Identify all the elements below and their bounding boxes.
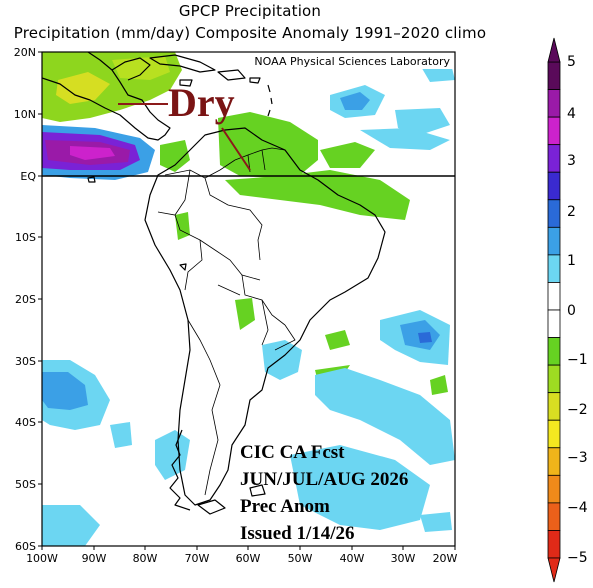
falklands-outline (249, 484, 266, 497)
lon-label: 80W (133, 552, 158, 565)
lat-label: 30S (15, 355, 36, 368)
dry-arrow-right (221, 127, 251, 171)
wet-region-sw-atlantic-c (418, 332, 432, 343)
lat-label: 20N (14, 46, 36, 59)
cuba-outline (149, 54, 216, 73)
colorbar-segment (547, 199, 561, 228)
colorbar-segment (547, 226, 561, 256)
lat-label: 10N (14, 108, 36, 121)
dry-label: Dry (168, 80, 235, 125)
wet-region-sw-tip (420, 512, 452, 532)
wet-region-south-atlantic-far (290, 445, 430, 530)
wet-region-pacific-south (110, 422, 132, 448)
wet-region-atlantic-1b (340, 92, 370, 110)
lat-label: 10S (15, 231, 36, 244)
colorbar-label: 0 (567, 303, 576, 319)
jamaica-outline (179, 79, 193, 87)
dry-region-south (430, 375, 448, 395)
colorbar-segment (547, 364, 561, 394)
wet-region-atlantic-3 (360, 128, 450, 150)
lat-label: EQ (20, 170, 36, 183)
colorbar-label: −2 (567, 402, 588, 418)
forecast-line: Prec Anom (240, 496, 330, 517)
colorbar-segment (547, 61, 561, 90)
colorbar-label: 2 (567, 204, 576, 220)
colorbar-label: −5 (567, 550, 588, 566)
lesser-antilles (267, 84, 273, 117)
credit-box (225, 54, 453, 69)
colorbar-segment (547, 254, 561, 283)
lat-label: 50S (15, 478, 36, 491)
colorbar-segment (547, 502, 561, 531)
credit-text: NOAA Physical Sciences Laboratory (254, 55, 450, 68)
colorbar-label: 4 (567, 106, 576, 122)
lon-label: 30W (391, 552, 416, 565)
colorbar-segment (547, 171, 561, 201)
dry-region-atlantic-ne (320, 142, 375, 168)
colorbar (547, 37, 561, 583)
colorbar-segment (547, 392, 561, 421)
lat-label: 60S (15, 540, 36, 553)
dry-region-sa-east (235, 298, 255, 330)
colorbar-label: 1 (567, 253, 576, 269)
colorbar-label: 3 (567, 153, 576, 169)
lat-label: 20S (15, 293, 36, 306)
dry-region-se-atl (325, 330, 350, 350)
colorbar-label: 5 (567, 54, 576, 70)
lat-label: 40S (15, 416, 36, 429)
yucatan-outline (111, 57, 151, 81)
tierra-del-fuego (197, 499, 226, 515)
colorbar-max-triangle (547, 37, 561, 63)
colorbar-segment (547, 530, 561, 559)
wet-region-chile (155, 430, 190, 480)
lon-label: 70W (185, 552, 210, 565)
colorbar-segment (547, 447, 561, 476)
colorbar-segment (547, 337, 561, 366)
map-subtitle: Precipitation (mm/day) Composite Anomaly… (13, 24, 487, 42)
map-title: GPCP Precipitation (178, 2, 322, 20)
dry-region-colombia (160, 140, 190, 172)
colorbar-labels: 5 4 3 2 1 0 −1 −2 −3 −4 −5 (567, 54, 588, 566)
lon-axis: 100W 90W 80W 70W 60W 50W 40W 30W 20W (26, 546, 458, 565)
wet-region-uruguay (262, 340, 302, 380)
titicaca (179, 263, 187, 271)
colorbar-label: −4 (567, 500, 588, 516)
colorbar-segment (547, 116, 561, 146)
lon-label: 50W (288, 552, 313, 565)
galapagos-outline (87, 176, 96, 183)
central-america-outline (42, 52, 171, 141)
dry-annotation: Dry (118, 80, 251, 171)
colorbar-segment (547, 282, 561, 311)
puerto-rico-outline (249, 77, 261, 84)
wet-region-s-atlantic-mid (315, 368, 455, 465)
colorbar-segment (547, 419, 561, 449)
colorbar-segment (547, 474, 561, 504)
hispaniola-outline (217, 69, 246, 81)
colorbar-segment (547, 89, 561, 118)
lon-label: 20W (433, 552, 458, 565)
colorbar-segment (547, 144, 561, 173)
forecast-line: Issued 1/14/26 (240, 523, 355, 544)
forecast-caption: CIC CA Fcst JUN/JUL/AUG 2026 Prec Anom I… (240, 442, 408, 544)
lon-label: 100W (26, 552, 58, 565)
forecast-line: CIC CA Fcst (240, 442, 345, 463)
colorbar-label: −1 (567, 352, 588, 368)
dry-region-yellow (56, 72, 110, 104)
lon-label: 60W (236, 552, 261, 565)
lon-label: 90W (82, 552, 107, 565)
wet-region-se-pacific-core (42, 372, 88, 410)
lat-axis: 20N 10N EQ 10S 20S 30S 40S 50S 60S (14, 46, 42, 553)
wet-region-pacific-far-south (42, 505, 100, 546)
wet-region-itcz-core (70, 146, 115, 160)
forecast-line: JUN/JUL/AUG 2026 (240, 469, 408, 490)
colorbar-label: −3 (567, 450, 588, 466)
lon-label: 40W (340, 552, 365, 565)
colorbar-segment (547, 309, 561, 338)
chile-fjords (169, 429, 191, 511)
colorbar-min-triangle (547, 557, 561, 583)
